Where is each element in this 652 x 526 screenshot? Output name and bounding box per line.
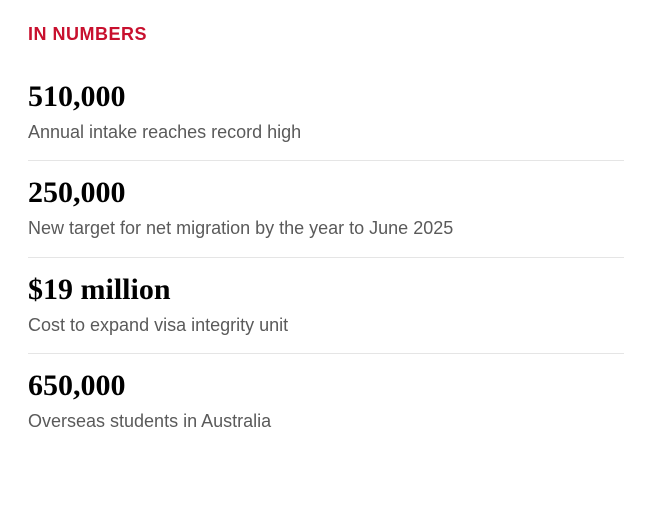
stat-value: 510,000: [28, 79, 624, 115]
stat-value: 250,000: [28, 175, 624, 211]
stat-description: Overseas students in Australia: [28, 410, 624, 433]
stat-item: $19 million Cost to expand visa integrit…: [28, 257, 624, 353]
stat-value: 650,000: [28, 368, 624, 404]
stat-item: 510,000 Annual intake reaches record hig…: [28, 65, 624, 160]
stat-description: Annual intake reaches record high: [28, 121, 624, 144]
stat-item: 250,000 New target for net migration by …: [28, 160, 624, 256]
stat-description: New target for net migration by the year…: [28, 217, 624, 240]
stat-value: $19 million: [28, 272, 624, 308]
stat-description: Cost to expand visa integrity unit: [28, 314, 624, 337]
stats-list: 510,000 Annual intake reaches record hig…: [28, 65, 624, 450]
stat-item: 650,000 Overseas students in Australia: [28, 353, 624, 449]
section-title: IN NUMBERS: [28, 24, 624, 45]
